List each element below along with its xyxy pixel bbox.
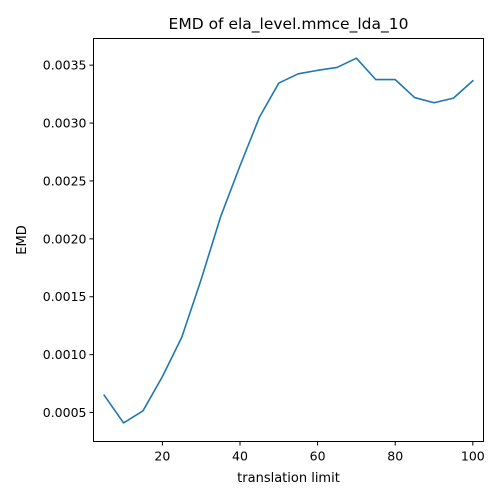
y-tick-label: 0.0015	[43, 289, 87, 304]
plot-area	[93, 38, 484, 442]
x-tick-label: 80	[387, 449, 403, 464]
x-axis-title: translation limit	[237, 471, 340, 486]
y-tick-label: 0.0030	[43, 116, 87, 131]
y-axis-title: EMD	[15, 225, 30, 254]
x-axis: 20 40 60 80 100	[154, 441, 485, 464]
x-tick-label: 60	[310, 449, 326, 464]
chart-title: EMD of ela_level.mmce_lda_10	[169, 15, 409, 34]
series-line-0	[103, 57, 474, 424]
y-tick-label: 0.0025	[43, 173, 87, 188]
y-tick-label: 0.0035	[43, 58, 87, 73]
plot-frame	[93, 38, 484, 442]
x-tick-label: 20	[154, 449, 170, 464]
y-tick-label: 0.0010	[43, 347, 87, 362]
x-tick-label: 40	[232, 449, 248, 464]
x-tick-label: 100	[461, 449, 485, 464]
y-tick-label: 0.0020	[43, 231, 87, 246]
y-axis: 0.0005 0.0010 0.0015 0.0020 0.0025 0.0030 0.00…	[43, 58, 94, 420]
series-layer	[103, 57, 474, 424]
y-tick-label: 0.0005	[43, 405, 87, 420]
